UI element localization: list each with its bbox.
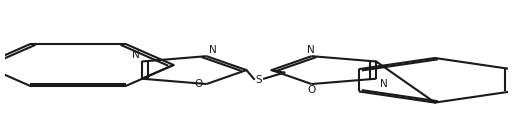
Text: N: N [307,45,314,55]
Text: O: O [194,79,203,89]
Text: N: N [380,79,388,89]
Text: O: O [307,85,315,95]
Text: S: S [255,75,262,85]
Text: N: N [209,45,217,55]
Text: N: N [132,50,140,60]
